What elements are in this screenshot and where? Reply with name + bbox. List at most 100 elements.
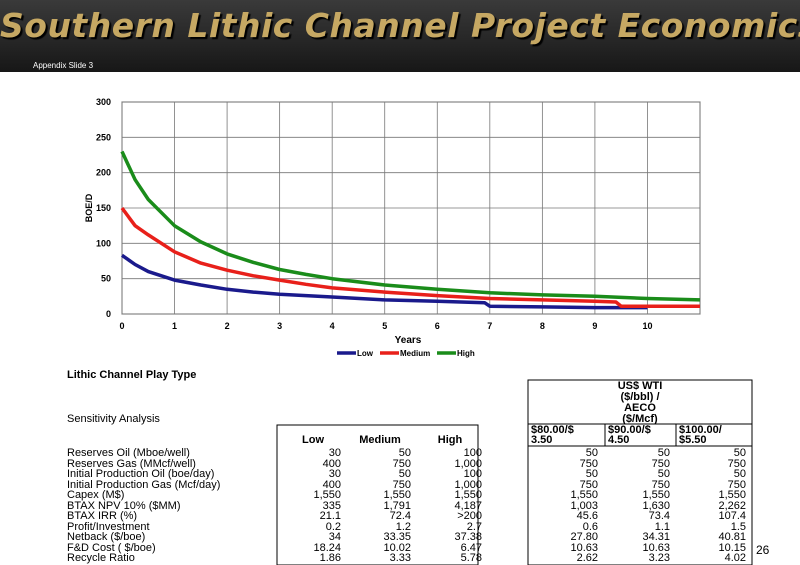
y-axis-label: BOE/D (84, 193, 94, 222)
series-line-low (120, 253, 648, 310)
table-cell: 50 (398, 447, 411, 459)
table-cell: 72.4 (389, 510, 411, 522)
chart-legend: Low Medium High (337, 349, 475, 358)
table-cell: 1,550 (642, 489, 670, 501)
table-row-label: Reserves Gas (MMcf/well) (67, 457, 196, 470)
table-cell: 750 (727, 457, 746, 470)
table-cell: 1,550 (570, 489, 598, 501)
table-cell: >200 (457, 510, 482, 522)
table-cell: 107.4 (718, 510, 746, 522)
table-cell: 1,000 (454, 457, 482, 470)
table-cell: 400 (322, 478, 341, 491)
x-tick-label: 10 (642, 321, 652, 331)
x-tick-label: 2 (225, 321, 230, 331)
table-cell: 1,550 (454, 489, 482, 501)
table-cell: 1.5 (730, 520, 746, 533)
y-tick-label: 150 (96, 203, 111, 213)
x-tick-label: 8 (540, 321, 545, 331)
table-row-label: Recycle Ratio (67, 552, 135, 564)
y-tick-label: 50 (101, 274, 111, 284)
table-cell: 30 (328, 447, 341, 459)
table-cell: 50 (398, 468, 411, 480)
price-table-border (527, 379, 753, 565)
price-header: $100.00/ (679, 424, 722, 436)
table-row-label: BTAX IRR (%) (67, 510, 138, 522)
table-title: Lithic Channel Play Type (67, 369, 197, 381)
price-header: 3.50 (531, 434, 553, 446)
wti-header-line: US$ WTI (617, 380, 663, 392)
legend-label: Low (357, 349, 374, 358)
table-cell: 21.1 (319, 510, 341, 522)
legend-label: High (457, 349, 475, 358)
series-line-high (120, 150, 701, 302)
table-cell: 18.24 (313, 541, 341, 554)
x-axis-label: Years (395, 335, 422, 346)
table-cell: 3.23 (648, 552, 670, 564)
table-cell: 50 (733, 468, 746, 480)
table-cell: 37.38 (454, 531, 482, 543)
table-cell: 10.63 (642, 541, 670, 554)
table-cell: 2,262 (718, 499, 746, 512)
table-cell: 400 (322, 457, 341, 470)
table-cell: 750 (579, 457, 598, 470)
wti-header-line: AECO (624, 402, 656, 414)
case-header: Medium (359, 434, 401, 446)
table-cell: 30 (328, 468, 341, 480)
wti-header-line: ($/bbl) / (620, 391, 660, 403)
table-row-label: F&D Cost ( $/boe) (67, 541, 156, 554)
table-cell: 750 (579, 478, 598, 491)
table-cell: 1,791 (383, 499, 411, 512)
table-cell: 2.7 (466, 520, 482, 533)
table-row-label: Netback ($/boe) (67, 531, 146, 543)
case-header: Low (302, 434, 324, 446)
y-tick-label: 0 (106, 309, 111, 319)
table-cell: 1.1 (654, 520, 670, 533)
x-tick-label: 5 (382, 321, 387, 331)
table-row-label: Profit/Investment (67, 520, 150, 533)
table-cell: 1,550 (383, 489, 411, 501)
table-row-label: BTAX NPV 10% ($MM) (67, 499, 181, 512)
x-tick-label: 4 (330, 321, 335, 331)
table-cell: 2.62 (576, 552, 598, 564)
table-cell: 750 (651, 478, 670, 491)
table-borders (276, 379, 753, 565)
table-cell: 50 (657, 468, 670, 480)
slide-subtitle: Appendix Slide 3 (33, 61, 94, 70)
y-tick-label: 100 (96, 238, 111, 248)
series-line-medium (120, 206, 700, 308)
price-header: $90.00/$ (608, 424, 651, 436)
price-header: $80.00/$ (531, 424, 574, 436)
price-header: 4.50 (608, 434, 630, 446)
table-cell: 40.81 (718, 531, 746, 543)
table-row-label: Reserves Oil (Mboe/well) (67, 447, 190, 459)
y-tick-label: 300 (96, 97, 111, 107)
table-row-label: Capex (M$) (67, 489, 125, 501)
table-cell: 34 (328, 531, 341, 543)
table-cell: 6.47 (460, 541, 482, 554)
table-cell: 750 (392, 478, 411, 491)
table-cell: 0.6 (582, 520, 598, 533)
table-cell: 4.02 (724, 552, 746, 564)
table-cell: 73.4 (648, 510, 670, 522)
legend-label: Medium (400, 349, 430, 358)
table-cell: 33.35 (383, 531, 411, 543)
table-cell: 1,550 (313, 489, 341, 501)
y-tick-label: 200 (96, 168, 111, 178)
case-header: High (437, 434, 463, 446)
table-cell: 1,003 (570, 499, 598, 512)
table-cell: 3.33 (389, 552, 411, 564)
table-cell: 1,550 (718, 489, 746, 501)
table-cell: 1.2 (395, 520, 411, 533)
slide-title: Southern Lithic Channel Project Economic… (0, 6, 800, 45)
table-cell: 750 (727, 478, 746, 491)
price-header: $5.50 (679, 434, 707, 446)
x-tick-label: 7 (487, 321, 492, 331)
table-cell: 0.2 (325, 520, 341, 533)
table-cell: 45.6 (576, 510, 598, 522)
table-cell: 10.63 (570, 541, 598, 554)
chart-series (120, 150, 701, 310)
table-cell: 50 (733, 447, 746, 459)
case-table-border (276, 424, 479, 565)
table-cell: 1,630 (642, 499, 670, 512)
